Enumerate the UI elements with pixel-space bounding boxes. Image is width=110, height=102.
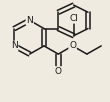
Text: O: O xyxy=(55,67,62,76)
Text: Cl: Cl xyxy=(69,14,78,23)
Text: N: N xyxy=(26,16,33,25)
Text: O: O xyxy=(69,41,76,50)
Text: N: N xyxy=(11,41,18,50)
